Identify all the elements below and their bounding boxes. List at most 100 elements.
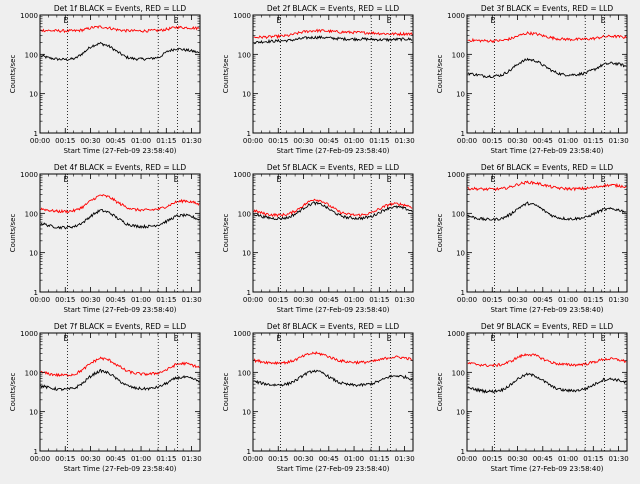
e-marker-label: E bbox=[387, 334, 392, 343]
y-tick-label: 100 bbox=[25, 369, 38, 377]
x-tick-label: 01:15 bbox=[369, 137, 389, 145]
x-tick-label: 00:00 bbox=[30, 137, 50, 145]
x-tick-label: 01:30 bbox=[394, 137, 414, 145]
x-tick-label: 00:30 bbox=[80, 455, 100, 463]
y-axis-label: Counts/sec bbox=[9, 55, 17, 94]
series-line-events bbox=[40, 41, 200, 62]
e-marker-label: E bbox=[63, 175, 68, 184]
y-tick-label: 10 bbox=[456, 250, 465, 258]
x-tick-label: 01:00 bbox=[344, 296, 364, 304]
panel-det-7: Det 7f BLACK = Events, RED = LLD E E 1 10 100… bbox=[9, 322, 202, 473]
x-tick-label: 01:15 bbox=[156, 296, 176, 304]
e-marker-label: E bbox=[174, 16, 179, 25]
series-line-events bbox=[40, 368, 200, 392]
x-tick-label: 00:15 bbox=[482, 455, 502, 463]
series-line-events bbox=[40, 209, 200, 230]
x-tick-label: 01:00 bbox=[131, 296, 151, 304]
x-axis-label: Start Time (27-Feb-09 23:58:40) bbox=[276, 306, 389, 314]
series-line-lld bbox=[40, 356, 200, 378]
x-tick-label: 01:00 bbox=[558, 455, 578, 463]
y-axis-label: Counts/sec bbox=[9, 373, 17, 412]
y-axis-label: Counts/sec bbox=[222, 55, 230, 94]
y-axis-label: Counts/sec bbox=[9, 214, 17, 253]
x-axis-label: Start Time (27-Feb-09 23:58:40) bbox=[276, 147, 389, 155]
x-tick-label: 01:30 bbox=[608, 137, 628, 145]
y-tick-label: 10 bbox=[29, 91, 38, 99]
y-tick-label: 100 bbox=[452, 51, 465, 59]
panel-det-5: Det 5f BLACK = Events, RED = LLD E E 1 10 100… bbox=[222, 163, 415, 314]
x-tick-label: 00:30 bbox=[293, 137, 313, 145]
x-tick-label: 01:30 bbox=[608, 455, 628, 463]
series-line-lld bbox=[253, 28, 413, 40]
y-tick-label: 100 bbox=[238, 51, 251, 59]
panel-det-8: Det 8f BLACK = Events, RED = LLD E E 1 10 100… bbox=[222, 322, 415, 473]
e-marker-label: E bbox=[276, 175, 281, 184]
x-tick-label: 00:45 bbox=[319, 455, 339, 463]
x-tick-label: 00:00 bbox=[457, 455, 477, 463]
y-tick-label: 10 bbox=[29, 409, 38, 417]
x-tick-label: 01:30 bbox=[181, 455, 201, 463]
panel-title: Det 6f BLACK = Events, RED = LLD bbox=[481, 163, 614, 172]
series-line-events bbox=[467, 372, 627, 394]
y-axis-label: Counts/sec bbox=[222, 214, 230, 253]
x-tick-label: 00:15 bbox=[482, 296, 502, 304]
panel-det-1: Det 1f BLACK = Events, RED = LLD E E 1 10 100… bbox=[9, 4, 202, 155]
y-tick-label: 10 bbox=[242, 250, 251, 258]
x-axis-label: Start Time (27-Feb-09 23:58:40) bbox=[490, 147, 603, 155]
e-marker-label: E bbox=[601, 334, 606, 343]
y-tick-label: 1 bbox=[247, 289, 251, 297]
y-tick-label: 1 bbox=[34, 130, 38, 138]
x-tick-label: 00:45 bbox=[106, 455, 126, 463]
panel-title: Det 1f BLACK = Events, RED = LLD bbox=[54, 4, 187, 13]
panel-det-3: Det 3f BLACK = Events, RED = LLD E E 1 10 100… bbox=[436, 4, 629, 155]
y-axis-label: Counts/sec bbox=[436, 373, 444, 412]
panel-title: Det 4f BLACK = Events, RED = LLD bbox=[54, 163, 187, 172]
series-line-lld bbox=[253, 350, 413, 366]
e-marker-label: E bbox=[174, 175, 179, 184]
series-line-events bbox=[467, 201, 627, 222]
y-tick-label: 1 bbox=[461, 448, 465, 456]
y-tick-label: 10 bbox=[456, 409, 465, 417]
x-tick-label: 00:00 bbox=[243, 296, 263, 304]
e-marker-label: E bbox=[490, 16, 495, 25]
y-tick-label: 1 bbox=[461, 289, 465, 297]
x-tick-label: 01:30 bbox=[608, 296, 628, 304]
x-tick-label: 00:15 bbox=[268, 296, 288, 304]
plot-frame bbox=[39, 173, 201, 293]
x-axis-label: Start Time (27-Feb-09 23:58:40) bbox=[276, 465, 389, 473]
x-tick-label: 01:00 bbox=[344, 455, 364, 463]
x-tick-label: 01:15 bbox=[583, 455, 603, 463]
x-axis-label: Start Time (27-Feb-09 23:58:40) bbox=[63, 306, 176, 314]
x-tick-label: 01:15 bbox=[156, 455, 176, 463]
x-tick-label: 01:15 bbox=[583, 137, 603, 145]
y-axis-label: Counts/sec bbox=[436, 55, 444, 94]
series-line-events bbox=[253, 369, 413, 388]
x-axis-label: Start Time (27-Feb-09 23:58:40) bbox=[490, 306, 603, 314]
series-line-lld bbox=[467, 30, 627, 44]
x-tick-label: 00:00 bbox=[30, 455, 50, 463]
series-line-lld bbox=[40, 193, 200, 214]
x-tick-label: 00:30 bbox=[293, 296, 313, 304]
series-line-events bbox=[253, 35, 413, 45]
panel-det-6: Det 6f BLACK = Events, RED = LLD E E 1 10 100… bbox=[436, 163, 629, 314]
y-tick-label: 1000 bbox=[233, 171, 251, 179]
y-tick-label: 100 bbox=[238, 210, 251, 218]
y-tick-label: 1 bbox=[247, 448, 251, 456]
x-tick-label: 00:00 bbox=[243, 137, 263, 145]
plot-frame bbox=[39, 14, 201, 134]
x-tick-label: 00:15 bbox=[268, 455, 288, 463]
x-tick-label: 00:45 bbox=[319, 296, 339, 304]
x-tick-label: 00:30 bbox=[507, 296, 527, 304]
y-tick-label: 1000 bbox=[20, 12, 38, 20]
x-tick-label: 00:00 bbox=[457, 137, 477, 145]
x-tick-label: 01:00 bbox=[344, 137, 364, 145]
y-tick-label: 100 bbox=[452, 210, 465, 218]
y-tick-label: 100 bbox=[238, 369, 251, 377]
x-tick-label: 00:45 bbox=[106, 296, 126, 304]
y-tick-label: 1000 bbox=[447, 12, 465, 20]
x-tick-label: 01:00 bbox=[558, 137, 578, 145]
panel-det-2: Det 2f BLACK = Events, RED = LLD E E 1 10 100… bbox=[222, 4, 415, 155]
x-tick-label: 00:00 bbox=[243, 455, 263, 463]
x-tick-label: 01:30 bbox=[394, 296, 414, 304]
